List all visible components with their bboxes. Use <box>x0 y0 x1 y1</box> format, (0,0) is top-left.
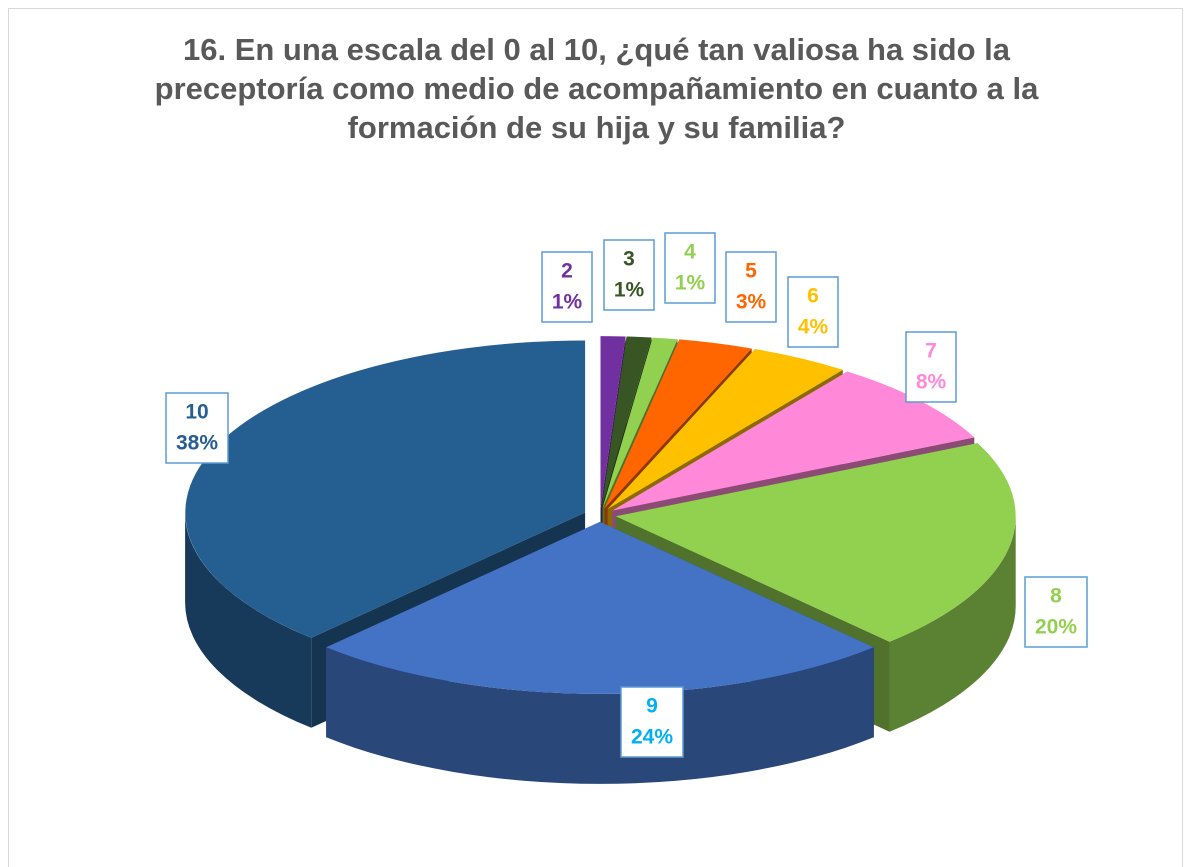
label-box <box>725 251 777 323</box>
label-box <box>165 392 229 464</box>
label-box <box>787 276 839 348</box>
chart-title: 16. En una escala del 0 al 10, ¿qué tan … <box>154 32 1039 145</box>
label-box <box>541 251 593 323</box>
label-value: 1% <box>675 272 706 295</box>
slice-side <box>889 516 1016 732</box>
label-box <box>603 239 655 311</box>
slice <box>604 339 752 509</box>
label-value: 4% <box>798 316 829 339</box>
label-box <box>905 331 957 403</box>
data-label: 31% <box>603 239 655 311</box>
label-category: 6 <box>807 285 819 308</box>
label-category: 7 <box>925 340 937 363</box>
label-category: 3 <box>623 248 635 271</box>
label-category: 2 <box>561 260 573 283</box>
label-value: 38% <box>176 432 218 455</box>
data-label: 41% <box>664 232 716 304</box>
slice <box>185 340 586 638</box>
slice <box>612 371 975 511</box>
label-category: 8 <box>1050 585 1062 608</box>
label-category: 9 <box>646 695 658 718</box>
data-label: 64% <box>787 276 839 348</box>
label-box <box>664 232 716 304</box>
slice <box>615 443 1016 642</box>
data-label: 924% <box>620 686 684 758</box>
data-label: 21% <box>541 251 593 323</box>
data-label: 78% <box>905 331 957 403</box>
label-value: 20% <box>1035 616 1077 639</box>
label-value: 3% <box>736 291 767 314</box>
slice <box>602 337 678 509</box>
slice <box>326 521 874 694</box>
data-label: 53% <box>725 251 777 323</box>
label-value: 24% <box>631 726 673 749</box>
slice <box>601 336 652 509</box>
slice <box>600 336 626 509</box>
label-box <box>1024 576 1088 648</box>
label-category: 4 <box>684 241 696 264</box>
label-value: 8% <box>916 371 947 394</box>
label-value: 1% <box>614 279 645 302</box>
slice-side <box>326 647 874 784</box>
data-label: 820% <box>1024 576 1088 648</box>
label-value: 1% <box>552 291 583 314</box>
slice <box>607 349 843 509</box>
slice-side <box>185 512 312 728</box>
label-category: 10 <box>185 401 208 424</box>
label-category: 5 <box>745 260 757 283</box>
label-box <box>620 686 684 758</box>
chart-frame <box>8 8 1183 867</box>
